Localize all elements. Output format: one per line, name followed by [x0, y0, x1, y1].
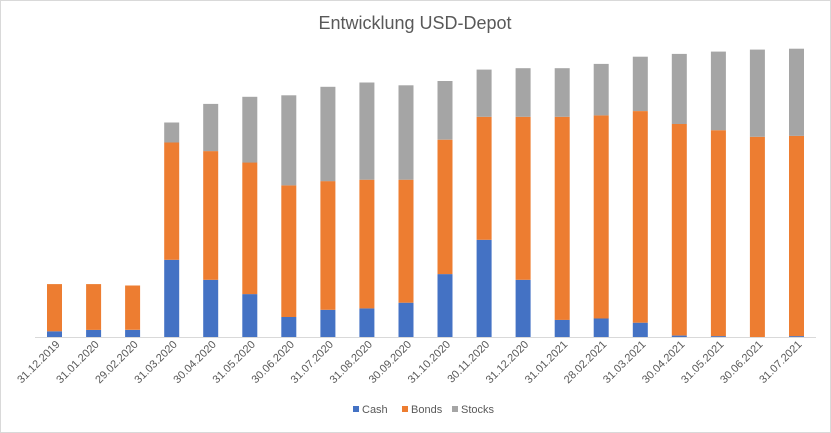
- bar-cash-13: [554, 319, 570, 337]
- bar-cash-0: [47, 331, 62, 337]
- bar-bonds-12: [515, 116, 531, 280]
- bar-bonds-19: [789, 135, 804, 337]
- bar-stocks-4: [203, 103, 219, 152]
- bar-cash-16: [671, 335, 687, 337]
- legend-label-cash: Cash: [362, 404, 388, 416]
- bar-stocks-11: [476, 69, 492, 117]
- bar-cash-12: [515, 279, 531, 337]
- bar-stocks-12: [515, 68, 531, 117]
- bar-bonds-5: [242, 162, 258, 295]
- bar-bonds-8: [359, 179, 375, 309]
- bar-stocks-8: [359, 82, 375, 180]
- bar-bonds-10: [437, 139, 453, 275]
- x-axis-ticks: 31.12.201931.01.202029.02.202031.03.2020…: [15, 339, 804, 386]
- bar-bonds-4: [203, 151, 219, 280]
- bar-bonds-1: [86, 284, 102, 330]
- bar-bonds-15: [632, 111, 648, 323]
- legend: Cash Bonds Stocks: [353, 404, 495, 416]
- bar-bonds-0: [47, 284, 62, 332]
- bar-stocks-3: [164, 122, 180, 143]
- bar-stocks-16: [671, 53, 687, 124]
- bar-bonds-18: [749, 136, 765, 337]
- bar-cash-14: [593, 318, 609, 337]
- bar-cash-19: [789, 336, 804, 337]
- bar-cash-11: [476, 239, 492, 337]
- bar-bonds-16: [671, 123, 687, 336]
- bar-bonds-13: [554, 116, 570, 320]
- bar-stocks-15: [632, 56, 648, 111]
- bar-cash-9: [398, 302, 414, 337]
- bar-cash-5: [242, 294, 258, 337]
- legend-label-stocks: Stocks: [461, 404, 495, 416]
- bar-bonds-9: [398, 179, 414, 303]
- bar-cash-15: [632, 322, 648, 337]
- bar-stocks-14: [593, 63, 609, 116]
- bar-bonds-3: [164, 142, 180, 260]
- bar-bonds-11: [476, 116, 492, 240]
- bar-stocks-13: [554, 68, 570, 117]
- x-tick-label: 31.07.2021: [757, 339, 804, 386]
- bar-bonds-17: [710, 130, 726, 337]
- bar-bonds-2: [125, 285, 141, 330]
- bar-cash-8: [359, 308, 375, 337]
- bar-cash-4: [203, 279, 219, 337]
- bar-stocks-10: [437, 81, 453, 140]
- bar-bonds-7: [320, 181, 336, 310]
- bar-bonds-6: [281, 185, 297, 317]
- legend-label-bonds: Bonds: [411, 404, 443, 416]
- bar-stocks-5: [242, 96, 258, 163]
- bar-cash-6: [281, 317, 297, 337]
- bar-stocks-19: [789, 48, 804, 136]
- bar-stocks-17: [710, 51, 726, 131]
- chart-title: Entwicklung USD-Depot: [318, 13, 511, 33]
- bar-group: [47, 48, 804, 337]
- bar-stocks-7: [320, 86, 336, 182]
- bar-cash-17: [710, 336, 726, 337]
- bar-stocks-9: [398, 85, 414, 180]
- bar-stocks-6: [281, 95, 297, 186]
- bar-cash-3: [164, 259, 180, 337]
- bar-stocks-18: [749, 49, 765, 137]
- bar-cash-1: [86, 329, 102, 337]
- legend-swatch-stocks: [452, 406, 458, 412]
- legend-swatch-cash: [353, 406, 359, 412]
- bar-cash-2: [125, 329, 141, 337]
- legend-swatch-bonds: [402, 406, 408, 412]
- bar-cash-10: [437, 274, 453, 337]
- bar-bonds-14: [593, 115, 609, 319]
- bar-cash-7: [320, 309, 336, 337]
